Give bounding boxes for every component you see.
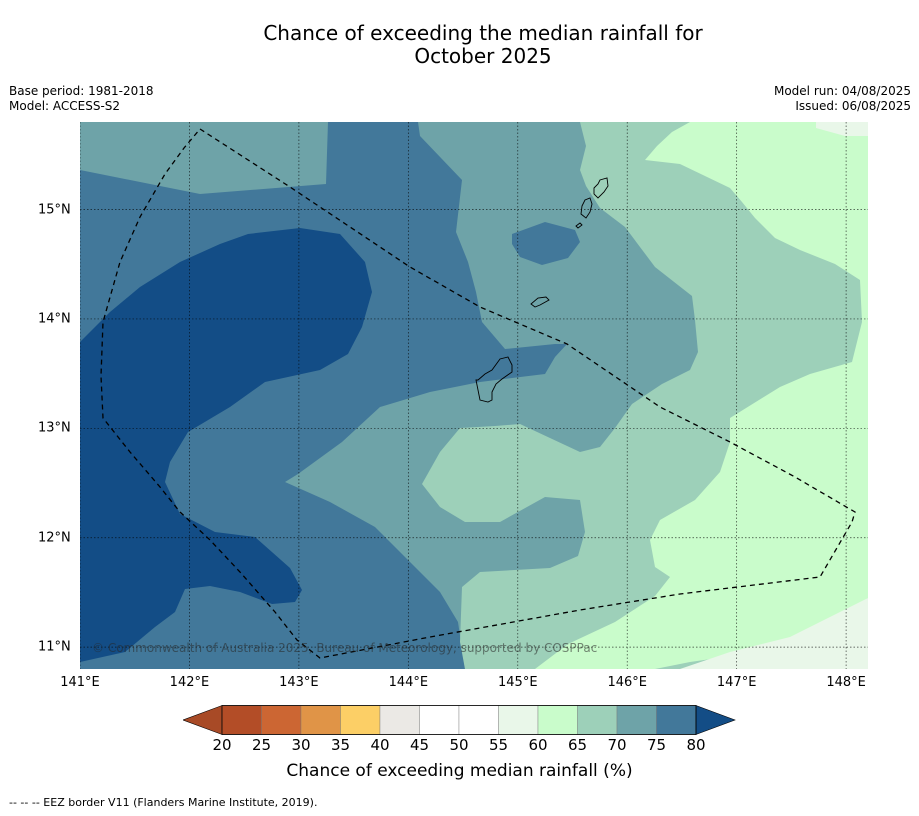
colorbar-tick-label: 60 xyxy=(528,736,548,754)
y-tick-label: 11°N xyxy=(38,639,71,655)
colorbar-cell xyxy=(221,705,262,735)
colorbar-tick-label: 25 xyxy=(251,736,272,754)
colorbar-cell xyxy=(656,705,697,735)
x-tick-label: 144°E xyxy=(388,675,429,690)
x-tick-label: 146°E xyxy=(607,675,647,690)
islands xyxy=(475,177,609,403)
x-tick-label: 141°E xyxy=(60,675,100,690)
grid-lines xyxy=(80,122,868,669)
colorbar-cell xyxy=(340,705,381,735)
map-title: Chance of exceeding the median rainfall … xyxy=(0,22,919,68)
eez-footnote: -- -- -- EEZ border V11 (Flanders Marine… xyxy=(9,796,318,809)
colorbar-tick-label: 35 xyxy=(330,736,351,754)
x-tick-label: 143°E xyxy=(279,675,319,690)
colorbar-cell xyxy=(577,705,618,735)
colorbar-cell xyxy=(419,705,460,735)
island-saipan xyxy=(593,177,609,199)
x-tick-label: 148°E xyxy=(826,675,866,690)
colorbar-tick-label: 75 xyxy=(646,736,667,754)
colorbar-tick-label: 50 xyxy=(449,736,469,754)
y-tick-label: 12°N xyxy=(38,530,71,546)
colorbar-cells xyxy=(183,705,736,735)
colorbar-tick-label: 70 xyxy=(607,736,627,754)
colorbar-tick-label: 40 xyxy=(370,736,390,754)
island-aguijan xyxy=(575,222,583,229)
colorbar-tick-label: 55 xyxy=(488,736,509,754)
zone-55-60-ne xyxy=(816,122,868,136)
colorbar-tick-label: 30 xyxy=(291,736,311,754)
colorbar-cell xyxy=(498,705,539,735)
zone-60-65-east xyxy=(535,122,868,669)
colorbar-arrow-high xyxy=(695,705,736,735)
copyright-notice: © Commonwealth of Australia 2025, Bureau… xyxy=(92,641,598,655)
model-run: Model run: 04/08/2025 xyxy=(773,84,911,98)
map-svg xyxy=(80,122,868,669)
title-line-2: October 2025 xyxy=(414,44,552,68)
colorbar-arrow-low xyxy=(183,705,223,735)
colorbar-tick-label: 65 xyxy=(567,736,588,754)
x-tick-label: 142°E xyxy=(169,675,210,690)
colorbar-cell xyxy=(261,705,302,735)
x-tick-label: 147°E xyxy=(716,675,757,690)
colorbar xyxy=(183,705,736,735)
title-line-1: Chance of exceeding the median rainfall … xyxy=(263,21,703,45)
colorbar-frame xyxy=(221,705,697,735)
island-rota xyxy=(530,296,550,308)
issued-date: Issued: 06/08/2025 xyxy=(795,99,911,113)
model-name: Model: ACCESS-S2 xyxy=(9,99,121,113)
colorbar-cell xyxy=(300,705,341,735)
island-guam xyxy=(475,356,513,403)
base-period: Base period: 1981-2018 xyxy=(9,84,154,98)
colorbar-tick-label: 45 xyxy=(409,736,430,754)
island-tinian xyxy=(580,197,593,219)
zone-55-60-se xyxy=(680,598,868,669)
map-panel xyxy=(80,122,868,669)
colorbar-tick-label: 20 xyxy=(212,736,232,754)
meta-right: Model run: 04/08/2025 Issued: 06/08/2025 xyxy=(774,84,911,114)
colorbar-title: Chance of exceeding median rainfall (%) xyxy=(286,761,633,781)
zone-75-80-island xyxy=(512,222,580,265)
meta-left: Base period: 1981-2018 Model: ACCESS-S2 xyxy=(9,84,154,114)
x-tick-label: 145°E xyxy=(498,675,538,690)
y-tick-label: 13°N xyxy=(38,420,71,436)
colorbar-tick-label: 80 xyxy=(686,736,706,754)
y-tick-label: 14°N xyxy=(38,311,71,327)
colorbar-cell xyxy=(458,705,499,735)
y-tick-label: 15°N xyxy=(38,202,71,218)
colorbar-cell xyxy=(537,705,578,735)
colorbar-cell xyxy=(616,705,657,735)
colorbar-cell xyxy=(379,705,420,735)
